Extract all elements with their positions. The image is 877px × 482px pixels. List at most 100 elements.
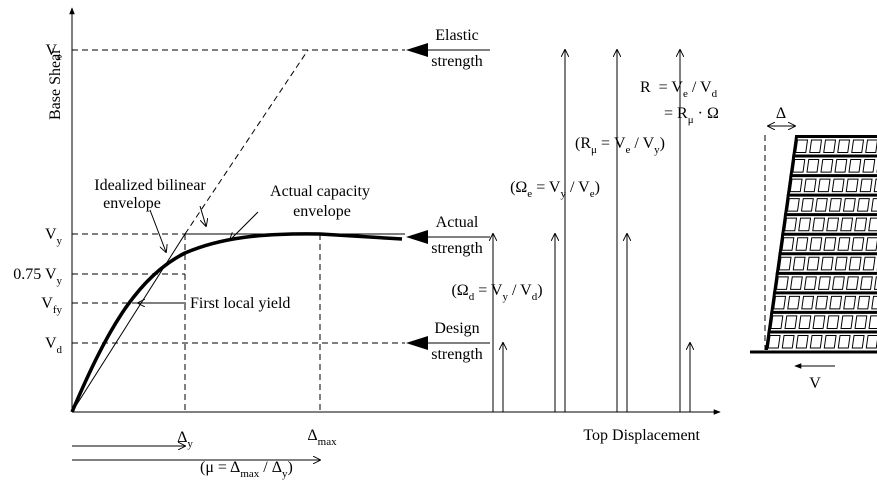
curve-label: First local yield <box>190 295 290 312</box>
level-label: 0.75 Vy <box>13 266 62 287</box>
formula-part: y <box>502 291 508 303</box>
formula-part: V <box>46 42 58 59</box>
building <box>750 126 877 369</box>
formula-part: V <box>41 295 53 312</box>
floor-slab <box>783 213 877 217</box>
panel <box>845 178 859 193</box>
floor-slab <box>789 174 877 178</box>
formula-part: d <box>469 291 475 303</box>
level-label: Ve <box>46 42 63 63</box>
frame <box>765 135 877 350</box>
formula-part: / Δ <box>259 459 282 476</box>
formula-part: = V <box>532 179 561 196</box>
leader <box>199 205 206 226</box>
formula-part: e <box>626 144 631 156</box>
panel <box>837 334 851 349</box>
formula-part: e <box>590 188 595 200</box>
panel <box>871 295 877 310</box>
formula-part: (μ = Δ <box>200 459 240 476</box>
ratio-formula: (Ωe = Vy / Ve) <box>510 179 600 200</box>
displacement-label: Δy <box>177 429 193 450</box>
formula-part: e <box>57 51 62 63</box>
strength-label: Actual <box>436 214 479 231</box>
panel <box>859 276 873 290</box>
floor-slab <box>772 291 877 295</box>
panel <box>784 217 798 232</box>
panel <box>834 256 848 271</box>
panel <box>859 178 873 193</box>
floor-slab <box>775 271 877 275</box>
panel <box>837 237 851 251</box>
formula-part: e <box>527 188 532 200</box>
panel <box>815 295 829 310</box>
floor-slab <box>770 310 877 314</box>
panel <box>823 237 837 251</box>
panel <box>843 295 857 310</box>
formula-part: y <box>282 468 288 480</box>
panel <box>870 198 877 212</box>
curve-label: envelope <box>293 203 351 220</box>
formula-part: max <box>240 468 259 480</box>
pointer-head <box>406 336 428 350</box>
floor-slab <box>794 135 877 138</box>
formula-part: / V <box>630 135 654 152</box>
level-label: Vd <box>45 335 63 356</box>
formula-part: μ <box>591 144 597 156</box>
panel <box>854 217 868 232</box>
panel <box>809 139 823 154</box>
strength-arrows <box>406 43 490 350</box>
panel <box>854 315 868 329</box>
level-label: Vfy <box>41 295 62 316</box>
panel <box>842 198 856 212</box>
ratio-formula: (Ωd = Vy / Vd) <box>451 282 542 303</box>
panel <box>831 178 845 193</box>
level-label: Vy <box>45 226 63 247</box>
panel <box>826 217 840 232</box>
strength-label: strength <box>431 346 483 363</box>
panel <box>840 217 854 232</box>
panel <box>865 139 877 154</box>
panel <box>789 178 803 193</box>
panel <box>828 198 842 212</box>
elastic-line <box>184 49 309 235</box>
x-axis-title: Top Displacement <box>583 427 700 444</box>
panel <box>803 178 817 193</box>
panel <box>829 295 843 310</box>
formula-part: y <box>187 438 193 450</box>
panel <box>865 334 877 349</box>
panel <box>831 276 845 290</box>
panel <box>817 178 831 193</box>
panel <box>817 276 831 290</box>
panel <box>784 315 798 329</box>
curve-label: Actual capacity <box>270 183 370 200</box>
panel <box>789 276 803 290</box>
panel <box>814 198 828 212</box>
formula-part: V <box>45 226 57 243</box>
pointer-head <box>406 230 428 244</box>
formula-part: = V <box>474 282 503 299</box>
formula-part: V <box>45 335 57 352</box>
panel <box>848 256 862 271</box>
panel <box>803 276 817 290</box>
strength-label: Elastic <box>435 27 479 44</box>
panel <box>862 256 876 271</box>
panel <box>781 237 795 251</box>
strength-label: strength <box>431 240 483 257</box>
displacement-label: Δmax <box>307 427 337 448</box>
panel <box>795 334 809 349</box>
panel <box>795 237 809 251</box>
panel <box>851 237 865 251</box>
panel <box>773 295 787 310</box>
panel <box>800 198 814 212</box>
capacity-curve <box>70 232 403 413</box>
panel <box>770 315 784 329</box>
panel <box>792 159 806 173</box>
panel <box>845 276 859 290</box>
panel <box>792 256 806 271</box>
formula-part: Δ <box>307 427 317 444</box>
panel <box>851 139 865 154</box>
panel <box>857 295 871 310</box>
floor-slab <box>778 252 877 256</box>
curve-label: envelope <box>103 195 161 212</box>
